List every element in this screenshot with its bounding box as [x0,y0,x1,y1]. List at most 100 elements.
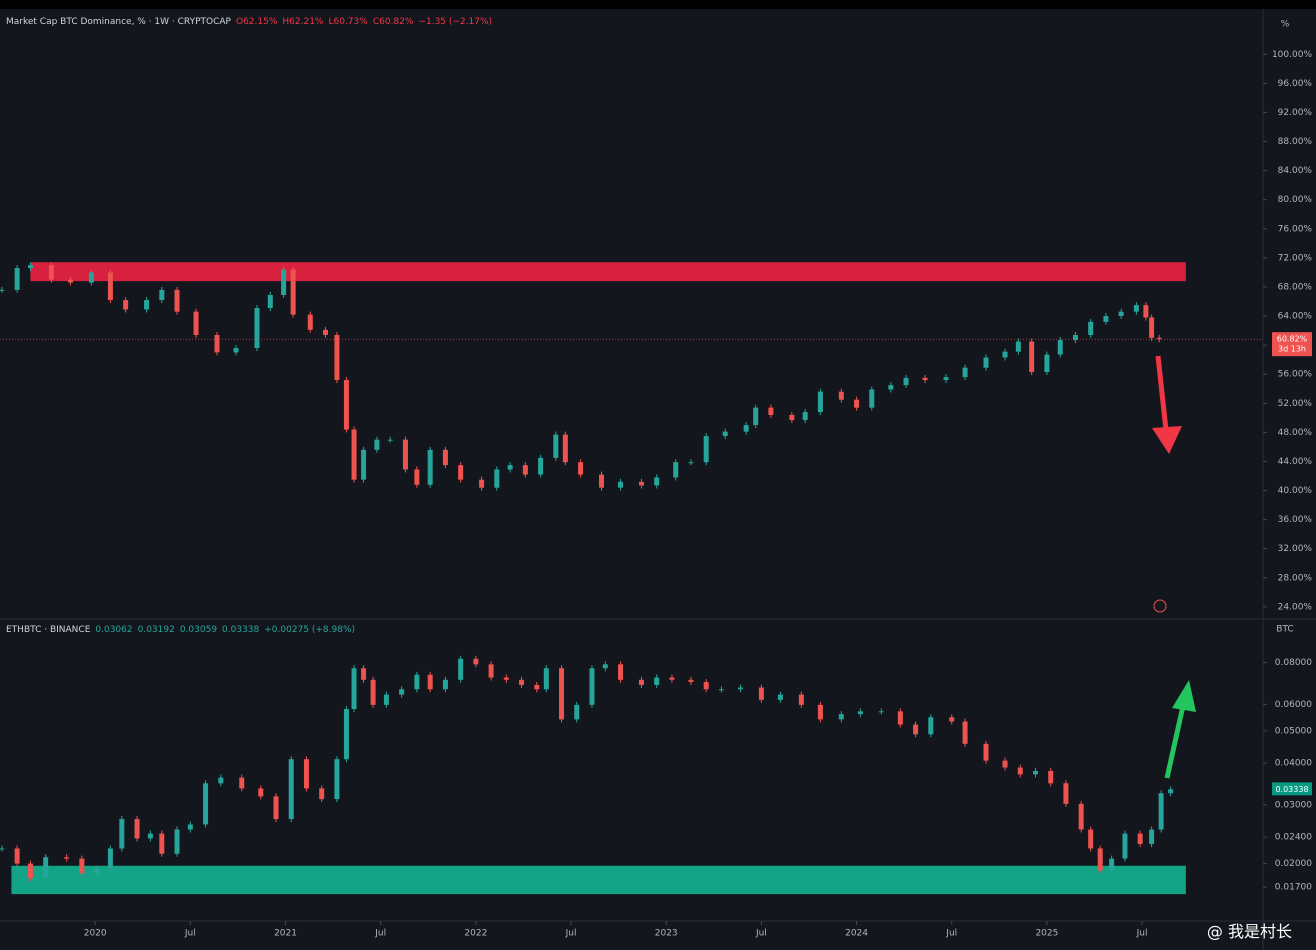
candle [559,668,565,720]
candle [193,311,199,335]
candle [669,677,675,680]
candle [107,848,113,869]
candle [290,269,296,315]
candle [743,425,749,432]
candle [233,348,239,353]
candle [281,269,287,295]
candle [361,449,367,480]
zone [11,865,1186,895]
candle [1029,341,1035,373]
candle [1168,789,1174,794]
y-tick-label: 84.00% [1278,166,1313,176]
candle [838,714,844,720]
candle [187,824,193,830]
candle [214,334,220,353]
zone [30,262,1186,282]
candle [254,308,260,349]
candle [159,289,165,301]
candle [303,759,309,789]
candle [1118,311,1124,317]
candle [1044,354,1050,373]
candle [943,377,949,381]
candle [374,439,380,450]
candle [983,357,989,368]
y-tick-label: 0.02000 [1275,859,1312,869]
candle [402,439,408,470]
price-tag [1272,332,1312,357]
candle [174,289,180,312]
candle [1088,829,1094,849]
y-tick-label: 28.00% [1278,573,1313,583]
price-tag-label: 0.03338 [1275,785,1308,794]
y-tick-label: 0.01700 [1275,883,1312,893]
candle [1156,337,1162,340]
y-tick-label: 80.00% [1278,195,1313,205]
candle [174,829,180,854]
candle [239,777,245,789]
candle [928,717,934,735]
candle [343,380,349,430]
candle [258,788,264,797]
y-tick-label: 52.00% [1278,399,1313,409]
header-bottom: ETHBTC · BINANCE 0.03062 0.03192 0.03059… [6,625,355,635]
y-tick-label: 32.00% [1278,544,1313,554]
x-tick-label: 2021 [274,929,297,939]
candle [1133,305,1139,312]
symbol-title: Market Cap BTC Dominance, % · 1W · CRYPT… [6,17,231,27]
candle [673,462,679,478]
candle [854,399,860,408]
candle [119,819,125,849]
candle [578,462,584,475]
candle [1017,767,1023,775]
candle [14,848,20,864]
y-tick-label: 48.00% [1278,428,1313,438]
candle [519,679,525,685]
candle [1149,317,1155,338]
candle [343,709,349,760]
axis-unit: BTC [1276,625,1293,635]
candle [703,682,709,690]
candle [654,477,660,486]
candle [618,481,624,488]
x-tick-label: Jul [184,929,196,939]
candle [123,300,129,310]
candle [79,858,85,874]
y-tick-label: 96.00% [1278,79,1313,89]
candle [688,462,694,464]
candle [543,668,549,690]
candle [534,684,540,690]
candle [1072,334,1078,341]
candle [203,783,209,825]
countdown-label: 3d 13h [1278,345,1306,354]
change: +0.00275 (+8.98%) [264,625,356,635]
candle [1158,793,1164,830]
candle [802,412,808,421]
candle [414,469,420,485]
y-tick-label: 68.00% [1278,282,1313,292]
alert-icon[interactable] [1153,599,1167,613]
change: −1.35 (−2.17%) [418,17,493,27]
candle [574,704,580,720]
candle [1078,803,1084,830]
x-tick-label: 2025 [1035,929,1058,939]
candle [1063,783,1069,804]
candle [962,721,968,744]
candle [370,679,376,705]
y-tick-label: 100.00% [1272,50,1312,60]
candle [789,414,795,421]
candle [351,429,357,480]
candle [0,848,5,850]
x-tick-label: Jul [565,929,577,939]
candle [442,679,448,690]
ohlc: 0.03062 [95,625,133,635]
candle [14,268,20,290]
candle [817,391,823,413]
candle [503,677,509,680]
candle [319,788,325,800]
candle [1097,848,1103,871]
candle [962,367,968,378]
candle [1137,833,1143,844]
candle [48,265,54,280]
candle [442,449,448,466]
